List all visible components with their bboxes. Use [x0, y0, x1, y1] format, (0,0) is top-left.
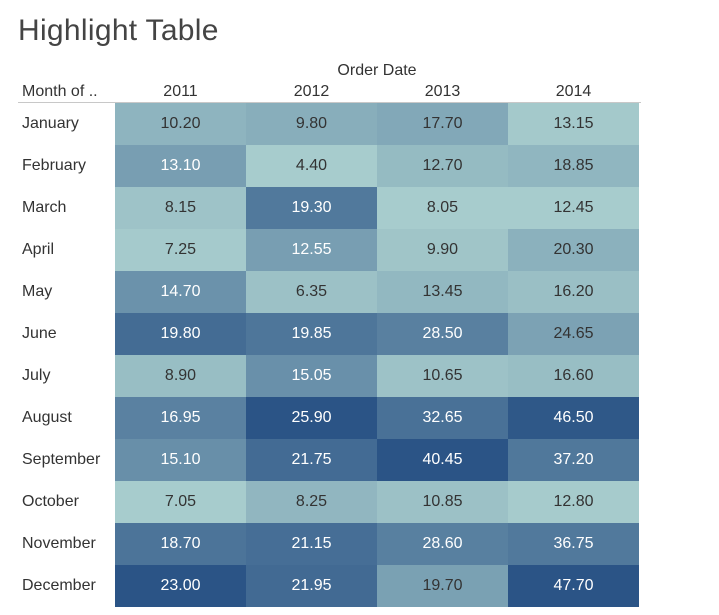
cell-february-2011[interactable]: 13.10: [115, 145, 246, 187]
row-label-may: May: [22, 283, 53, 300]
cell-september-2013[interactable]: 40.45: [377, 439, 508, 481]
column-group-label: Order Date: [337, 62, 417, 79]
cell-september-2011[interactable]: 15.10: [115, 439, 246, 481]
row-field-label[interactable]: Month of ..: [22, 83, 98, 100]
cell-february-2013[interactable]: 12.70: [377, 145, 508, 187]
cell-december-2012[interactable]: 21.95: [246, 565, 377, 607]
row-label-august: August: [22, 409, 72, 426]
cell-august-2012[interactable]: 25.90: [246, 397, 377, 439]
cell-april-2014[interactable]: 20.30: [508, 229, 639, 271]
cell-october-2012[interactable]: 8.25: [246, 481, 377, 523]
cell-july-2014[interactable]: 16.60: [508, 355, 639, 397]
cell-january-2013[interactable]: 17.70: [377, 103, 508, 145]
cell-may-2014[interactable]: 16.20: [508, 271, 639, 313]
cell-march-2011[interactable]: 8.15: [115, 187, 246, 229]
cell-december-2013[interactable]: 19.70: [377, 565, 508, 607]
cell-july-2013[interactable]: 10.65: [377, 355, 508, 397]
row-label-december: December: [22, 577, 96, 594]
column-header-2012[interactable]: 2012: [293, 83, 330, 100]
row-label-january: January: [22, 115, 79, 132]
cell-june-2012[interactable]: 19.85: [246, 313, 377, 355]
cell-july-2011[interactable]: 8.90: [115, 355, 246, 397]
cell-july-2012[interactable]: 15.05: [246, 355, 377, 397]
cell-april-2011[interactable]: 7.25: [115, 229, 246, 271]
cell-june-2013[interactable]: 28.50: [377, 313, 508, 355]
cell-december-2011[interactable]: 23.00: [115, 565, 246, 607]
cell-october-2014[interactable]: 12.80: [508, 481, 639, 523]
cell-january-2011[interactable]: 10.20: [115, 103, 246, 145]
cell-may-2013[interactable]: 13.45: [377, 271, 508, 313]
row-label-september: September: [22, 451, 101, 468]
column-header-2013[interactable]: 2013: [424, 83, 461, 100]
cell-september-2012[interactable]: 21.75: [246, 439, 377, 481]
cell-october-2011[interactable]: 7.05: [115, 481, 246, 523]
cell-august-2011[interactable]: 16.95: [115, 397, 246, 439]
page-title: Highlight Table: [18, 14, 219, 47]
cell-may-2012[interactable]: 6.35: [246, 271, 377, 313]
cell-january-2014[interactable]: 13.15: [508, 103, 639, 145]
cell-may-2011[interactable]: 14.70: [115, 271, 246, 313]
cell-august-2014[interactable]: 46.50: [508, 397, 639, 439]
cell-november-2011[interactable]: 18.70: [115, 523, 246, 565]
cell-march-2014[interactable]: 12.45: [508, 187, 639, 229]
row-label-july: July: [22, 367, 51, 384]
row-label-march: March: [22, 199, 67, 216]
cell-march-2012[interactable]: 19.30: [246, 187, 377, 229]
row-label-april: April: [22, 241, 55, 258]
cell-november-2014[interactable]: 36.75: [508, 523, 639, 565]
cell-february-2014[interactable]: 18.85: [508, 145, 639, 187]
row-label-november: November: [22, 535, 96, 552]
header-divider: [18, 102, 641, 103]
cell-march-2013[interactable]: 8.05: [377, 187, 508, 229]
cell-february-2012[interactable]: 4.40: [246, 145, 377, 187]
row-label-february: February: [22, 157, 87, 174]
cell-june-2014[interactable]: 24.65: [508, 313, 639, 355]
cell-november-2012[interactable]: 21.15: [246, 523, 377, 565]
row-label-june: June: [22, 325, 57, 342]
row-label-october: October: [22, 493, 79, 510]
cell-april-2013[interactable]: 9.90: [377, 229, 508, 271]
cell-december-2014[interactable]: 47.70: [508, 565, 639, 607]
cell-april-2012[interactable]: 12.55: [246, 229, 377, 271]
cell-november-2013[interactable]: 28.60: [377, 523, 508, 565]
cell-october-2013[interactable]: 10.85: [377, 481, 508, 523]
cell-september-2014[interactable]: 37.20: [508, 439, 639, 481]
column-header-2014[interactable]: 2014: [555, 83, 592, 100]
column-header-2011[interactable]: 2011: [163, 83, 198, 100]
cell-august-2013[interactable]: 32.65: [377, 397, 508, 439]
cell-june-2011[interactable]: 19.80: [115, 313, 246, 355]
cell-january-2012[interactable]: 9.80: [246, 103, 377, 145]
